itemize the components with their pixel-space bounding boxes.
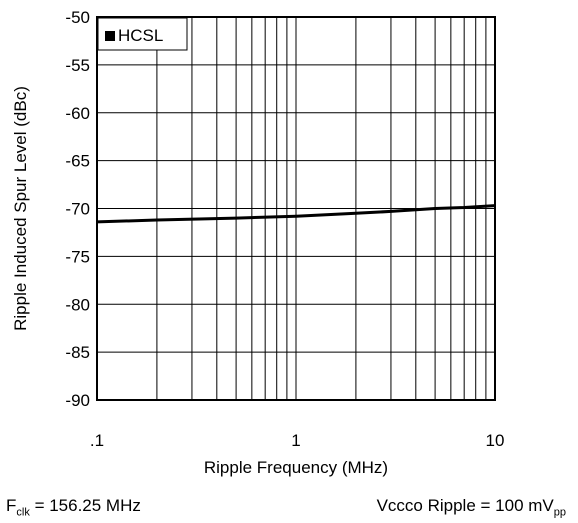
y-tick-label: -90 [65,391,90,410]
footnote-ripple-sub: pp [553,506,566,519]
x-tick-labels: .1 1 10 [90,431,505,450]
y-tick-label: -65 [65,152,90,171]
y-tick-labels: -50 -55 -60 -65 -70 -75 -80 -85 -90 [65,8,90,410]
legend-label-hcsl: HCSL [118,26,163,45]
footnote-fclk-value: = 156.25 MHz [29,496,141,515]
y-tick-label: -70 [65,200,90,219]
plot-frame [96,16,496,401]
footnote-vccco-ripple: Vccco Ripple = 100 mVpp [377,496,566,518]
y-tick-label: -60 [65,104,90,123]
footnote-fclk-prefix: F [6,496,17,515]
y-tick-label: -80 [65,295,90,314]
y-tick-label: -55 [65,56,90,75]
y-tick-label: -85 [65,343,90,362]
legend-swatch-icon [105,31,115,41]
y-tick-label: -50 [65,8,90,27]
y-tick-label: -75 [65,247,90,266]
x-tick-label: 10 [486,431,505,450]
legend: HCSL [97,17,188,51]
footnote-clock-frequency: Fclk = 156.25 MHz [6,496,141,518]
x-axis-label: Ripple Frequency (MHz) [204,458,388,477]
series-line-0 [96,204,496,224]
footnote-fclk-sub: clk [16,506,30,519]
x-tick-label: .1 [90,431,104,450]
footnote-ripple-prefix: Vccco Ripple = 100 mV [376,496,554,515]
y-axis-label: Ripple Induced Spur Level (dBc) [11,86,30,331]
series-layer [96,204,496,224]
x-tick-label: 1 [291,431,300,450]
